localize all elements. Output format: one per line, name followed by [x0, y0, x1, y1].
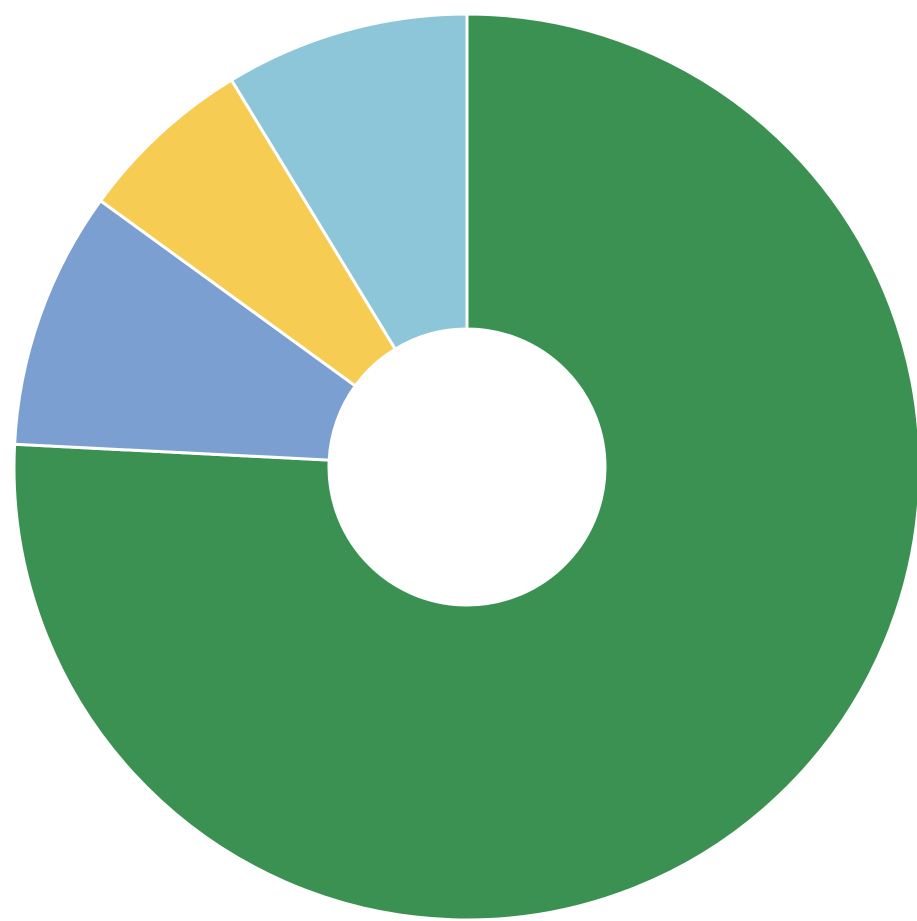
donut-slice-4: [229, 12, 469, 352]
donut-slice-3: [98, 77, 398, 388]
donut-slice-2: [12, 198, 358, 462]
donut-slice-1: [12, 12, 917, 921]
